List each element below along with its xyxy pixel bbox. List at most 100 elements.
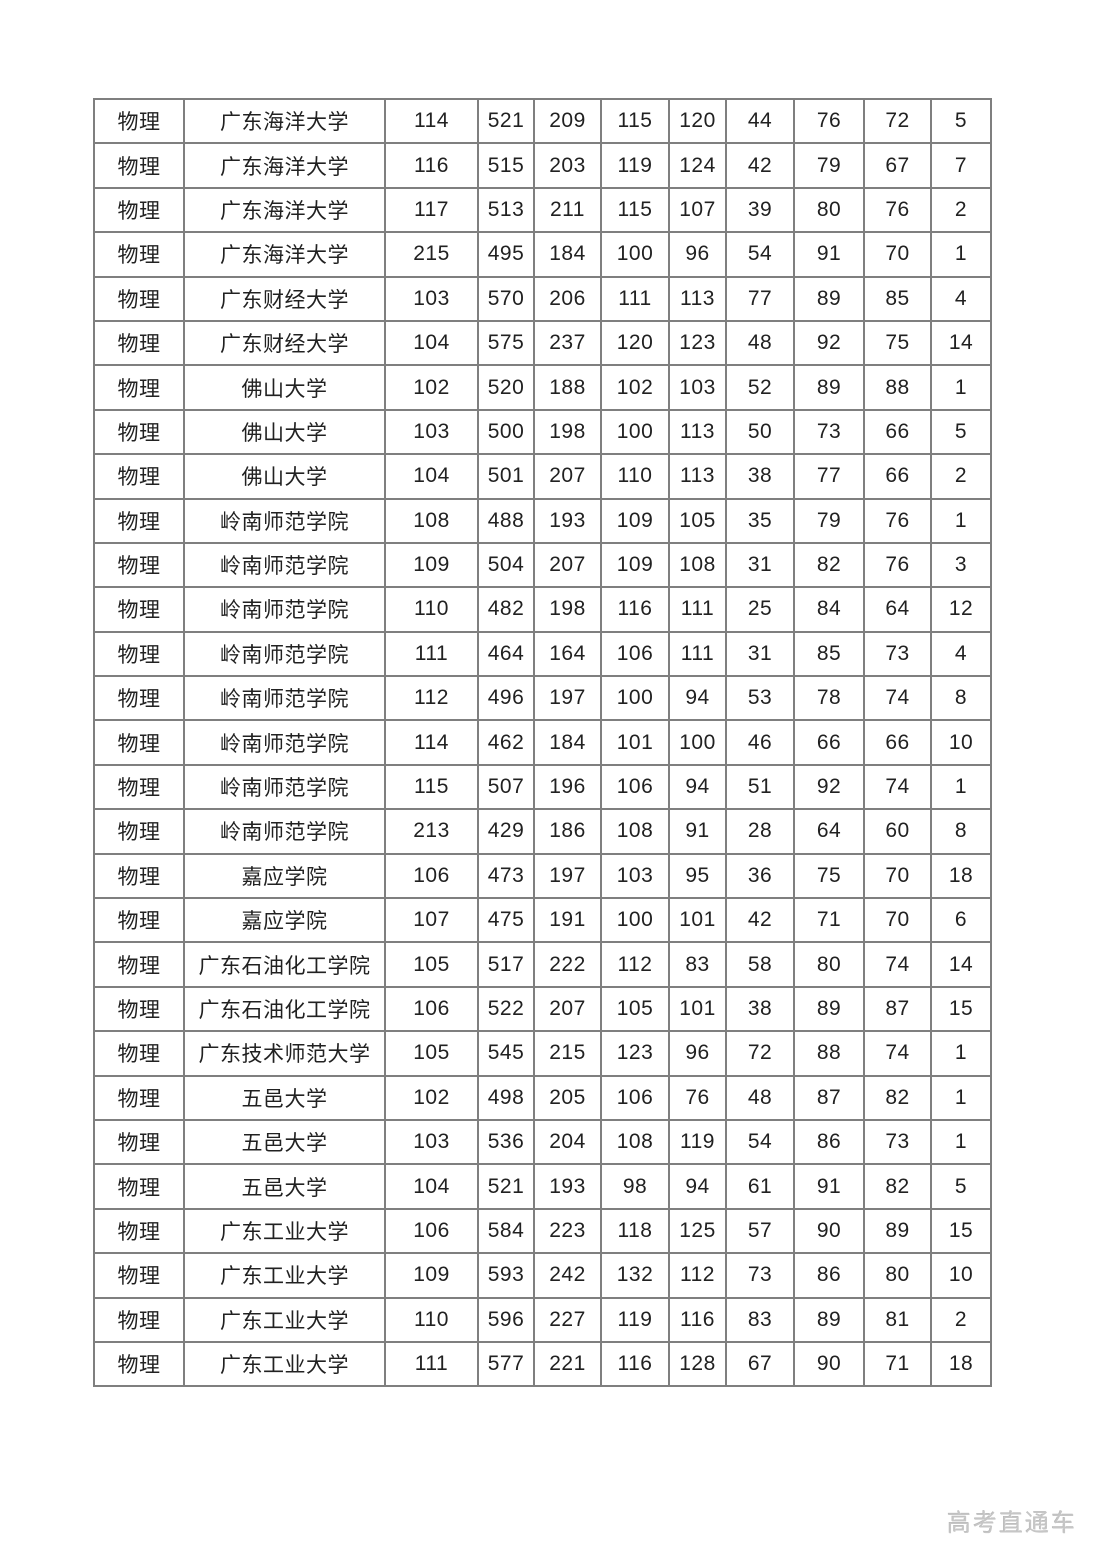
score-cell: 111 — [600, 275, 670, 322]
score-cell: 67 — [725, 1340, 795, 1388]
score-cell: 92 — [793, 763, 865, 811]
score-cell: 80 — [863, 1252, 932, 1299]
score-cell: 8 — [930, 675, 992, 722]
table-row: 物理 广东工业大学 111 577 221 116 128 67 90 71 18 — [93, 1340, 992, 1388]
score-cell: 76 — [668, 1074, 727, 1121]
score-cell: 112 — [668, 1252, 727, 1299]
score-cell: 106 — [384, 985, 479, 1033]
score-cell: 51 — [725, 763, 795, 811]
score-cell: 105 — [600, 985, 670, 1033]
score-cell: 101 — [600, 719, 670, 766]
score-cell: 107 — [384, 897, 479, 944]
score-cell: 522 — [477, 985, 535, 1033]
score-cell: 38 — [725, 985, 795, 1033]
score-cell: 102 — [384, 364, 479, 411]
score-cell: 94 — [668, 675, 727, 722]
score-cell: 132 — [600, 1252, 670, 1299]
score-cell: 73 — [863, 1118, 932, 1166]
score-cell: 1 — [930, 497, 992, 544]
table-row: 物理 广东石油化工学院 106 522 207 105 101 38 89 87 15 — [93, 985, 992, 1033]
score-cell: 128 — [668, 1340, 727, 1388]
table-row: 物理 广东财经大学 104 575 237 120 123 48 92 75 14 — [93, 319, 992, 367]
score-cell: 101 — [668, 897, 727, 944]
score-cell: 42 — [725, 897, 795, 944]
score-cell: 101 — [668, 985, 727, 1033]
score-cell: 237 — [533, 319, 602, 367]
score-cell: 95 — [668, 852, 727, 900]
score-cell: 197 — [533, 852, 602, 900]
university-cell: 广东海洋大学 — [183, 231, 386, 278]
score-cell: 18 — [930, 852, 992, 900]
score-cell: 74 — [863, 1030, 932, 1077]
score-cell: 87 — [863, 985, 932, 1033]
score-cell: 207 — [533, 541, 602, 589]
university-cell: 广东技术师范大学 — [183, 1030, 386, 1077]
score-cell: 193 — [533, 1163, 602, 1210]
score-cell: 119 — [600, 1296, 670, 1343]
score-cell: 100 — [600, 897, 670, 944]
score-cell: 1 — [930, 1030, 992, 1077]
score-cell: 14 — [930, 941, 992, 988]
university-cell: 广东工业大学 — [183, 1296, 386, 1343]
score-cell: 90 — [793, 1340, 865, 1388]
university-cell: 岭南师范学院 — [183, 719, 386, 766]
score-cell: 70 — [863, 897, 932, 944]
score-cell: 28 — [725, 808, 795, 855]
score-cell: 96 — [668, 231, 727, 278]
score-cell: 1 — [930, 364, 992, 411]
table-row: 物理 岭南师范学院 115 507 196 106 94 51 92 74 1 — [93, 763, 992, 811]
score-cell: 114 — [384, 719, 479, 766]
table-row: 物理 岭南师范学院 109 504 207 109 108 31 82 76 3 — [93, 541, 992, 589]
score-cell: 74 — [863, 675, 932, 722]
score-cell: 84 — [793, 586, 865, 633]
score-cell: 77 — [793, 453, 865, 500]
score-cell: 72 — [863, 97, 932, 145]
university-cell: 五邑大学 — [183, 1118, 386, 1166]
score-cell: 107 — [668, 186, 727, 234]
score-cell: 227 — [533, 1296, 602, 1343]
subject-cell: 物理 — [93, 852, 185, 900]
table-row: 物理 广东工业大学 106 584 223 118 125 57 90 89 15 — [93, 1207, 992, 1255]
score-cell: 54 — [725, 231, 795, 278]
score-cell: 92 — [793, 319, 865, 367]
score-cell: 15 — [930, 1207, 992, 1255]
score-cell: 83 — [725, 1296, 795, 1343]
score-cell: 64 — [863, 586, 932, 633]
score-cell: 116 — [668, 1296, 727, 1343]
score-cell: 114 — [384, 97, 479, 145]
university-cell: 嘉应学院 — [183, 852, 386, 900]
score-cell: 113 — [668, 275, 727, 322]
score-cell: 215 — [384, 231, 479, 278]
score-cell: 73 — [725, 1252, 795, 1299]
university-cell: 广东工业大学 — [183, 1207, 386, 1255]
score-cell: 7 — [930, 142, 992, 189]
university-cell: 佛山大学 — [183, 364, 386, 411]
score-cell: 2 — [930, 1296, 992, 1343]
table-row: 物理 五邑大学 102 498 205 106 76 48 87 82 1 — [93, 1074, 992, 1121]
score-cell: 86 — [793, 1252, 865, 1299]
university-cell: 岭南师范学院 — [183, 497, 386, 544]
score-cell: 209 — [533, 97, 602, 145]
table-body: 物理 广东海洋大学 114 521 209 115 120 44 76 72 5 物理 广东海洋大学 11… — [93, 97, 992, 1388]
university-cell: 佛山大学 — [183, 408, 386, 456]
score-cell: 81 — [863, 1296, 932, 1343]
score-cell: 205 — [533, 1074, 602, 1121]
score-cell: 496 — [477, 675, 535, 722]
score-cell: 120 — [600, 319, 670, 367]
score-cell: 71 — [793, 897, 865, 944]
score-cell: 14 — [930, 319, 992, 367]
score-cell: 498 — [477, 1074, 535, 1121]
score-cell: 1 — [930, 231, 992, 278]
table-row: 物理 嘉应学院 107 475 191 100 101 42 71 70 6 — [93, 897, 992, 944]
score-cell: 116 — [384, 142, 479, 189]
score-cell: 207 — [533, 985, 602, 1033]
score-cell: 108 — [600, 1118, 670, 1166]
score-cell: 115 — [600, 186, 670, 234]
table-row: 物理 嘉应学院 106 473 197 103 95 36 75 70 18 — [93, 852, 992, 900]
score-cell: 570 — [477, 275, 535, 322]
score-cell: 78 — [793, 675, 865, 722]
score-cell: 5 — [930, 1163, 992, 1210]
score-cell: 35 — [725, 497, 795, 544]
score-cell: 89 — [793, 364, 865, 411]
